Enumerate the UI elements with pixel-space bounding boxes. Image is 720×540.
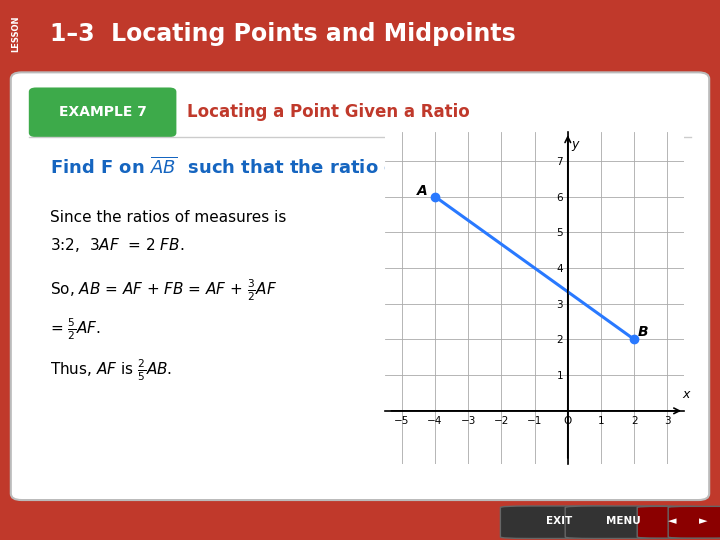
Text: 1–3  Locating Points and Midpoints: 1–3 Locating Points and Midpoints [50, 22, 516, 46]
Text: 3:2,  3$\it{AF}$  = 2 $\it{FB}$.: 3:2, 3$\it{AF}$ = 2 $\it{FB}$. [50, 236, 185, 254]
Text: LESSON: LESSON [12, 16, 20, 52]
Text: = $\frac{5}{2}$$\it{AF}$.: = $\frac{5}{2}$$\it{AF}$. [50, 316, 102, 342]
Text: Find F on $\overline{AB}$  such that the ratio of $\it{AF}$ to $\it{FB}$ is 3:2: Find F on $\overline{AB}$ such that the … [50, 157, 552, 178]
Text: A: A [417, 184, 428, 198]
Text: B: B [638, 325, 649, 339]
FancyBboxPatch shape [637, 507, 706, 538]
Text: ►: ► [698, 516, 707, 526]
Text: Since the ratios of measures is: Since the ratios of measures is [50, 210, 287, 225]
Text: Locating a Point Given a Ratio: Locating a Point Given a Ratio [187, 103, 470, 121]
FancyBboxPatch shape [668, 507, 720, 538]
FancyBboxPatch shape [565, 506, 682, 538]
Text: EXIT: EXIT [546, 516, 572, 526]
FancyBboxPatch shape [500, 506, 617, 538]
FancyBboxPatch shape [11, 72, 709, 500]
Text: x: x [683, 388, 690, 401]
Text: ◄: ◄ [667, 516, 676, 526]
Text: So, $\it{AB}$ = $\it{AF}$ + $\it{FB}$ = $\it{AF}$ + $\frac{3}{2}$$\it{AF}$: So, $\it{AB}$ = $\it{AF}$ + $\it{FB}$ = … [50, 278, 278, 303]
FancyBboxPatch shape [29, 87, 176, 137]
Text: Thus, $\it{AF}$ is $\frac{2}{5}$$\it{AB}$.: Thus, $\it{AF}$ is $\frac{2}{5}$$\it{AB}… [50, 357, 173, 383]
Text: y: y [572, 138, 579, 151]
Text: EXAMPLE 7: EXAMPLE 7 [59, 105, 147, 119]
Text: MENU: MENU [606, 516, 641, 526]
